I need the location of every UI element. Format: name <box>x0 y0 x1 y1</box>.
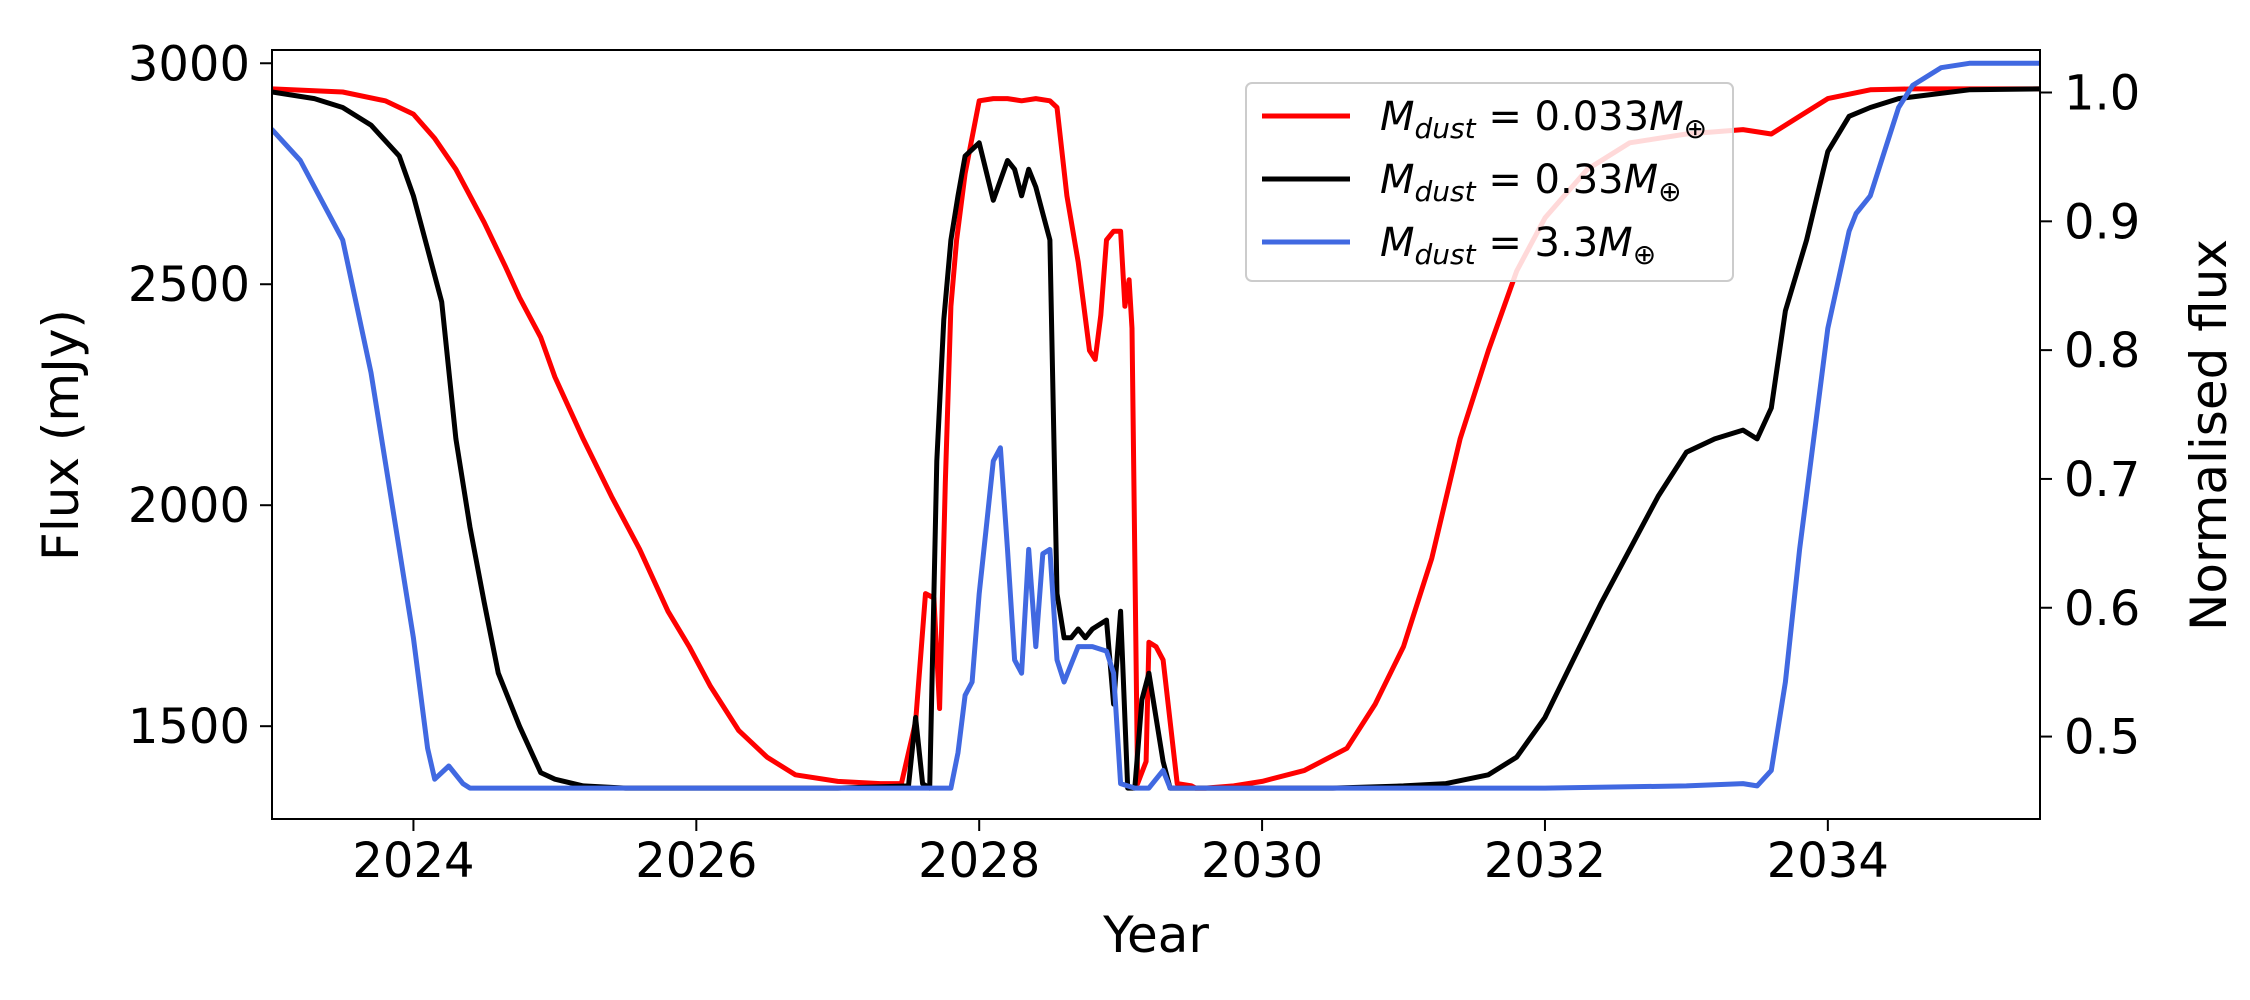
y-right-tick-label: 0.7 <box>2064 452 2140 508</box>
y-right-tick-label: 0.5 <box>2064 710 2140 766</box>
y-right-tick-label: 0.8 <box>2064 323 2140 379</box>
y-tick-label: 2000 <box>128 478 250 534</box>
x-tick-label: 2032 <box>1484 833 1606 889</box>
series-line-1 <box>272 86 2040 791</box>
y-axis-left-ticks: 1500 2000 2500 3000 <box>128 36 272 755</box>
y-axis-right-ticks: 0.5 0.6 0.7 0.8 0.9 1.0 <box>2040 66 2140 766</box>
legend-label-2: Mdust = 0.33M⊕ <box>1380 157 1682 208</box>
x-tick-label: 2030 <box>1201 833 1323 889</box>
y-right-tick-label: 1.0 <box>2064 66 2140 122</box>
plot-frame <box>271 49 2041 820</box>
y-tick-label: 1500 <box>128 699 250 755</box>
y-tick-label: 3000 <box>128 36 250 92</box>
y-axis-label: Flux (mJy) <box>32 309 90 561</box>
y-axis-right-label: Normalised flux <box>2180 239 2238 631</box>
legend-label-3: Mdust = 3.3M⊕ <box>1380 220 1656 271</box>
y-right-tick-label: 0.6 <box>2064 581 2140 637</box>
series-line-3 <box>272 60 2040 791</box>
legend-label-1: Mdust = 0.033M⊕ <box>1380 94 1707 145</box>
y-tick-label: 2500 <box>128 257 250 313</box>
x-tick-label: 2034 <box>1767 833 1889 889</box>
x-tick-label: 2024 <box>352 833 474 889</box>
x-axis-label: Year <box>1102 906 1209 964</box>
legend-box <box>1245 82 1734 282</box>
x-tick-label: 2028 <box>918 833 1040 889</box>
x-tick-label: 2026 <box>635 833 757 889</box>
plot-lines <box>272 60 2040 791</box>
legend: Mdust = 0.033M⊕ Mdust = 0.33M⊕ Mdust = 3.3… <box>1245 82 1734 282</box>
y-right-tick-label: 0.9 <box>2064 194 2140 250</box>
series-line-2 <box>272 86 2040 791</box>
x-axis-ticks: 2024 2026 2028 2030 2032 2034 <box>352 819 1889 889</box>
